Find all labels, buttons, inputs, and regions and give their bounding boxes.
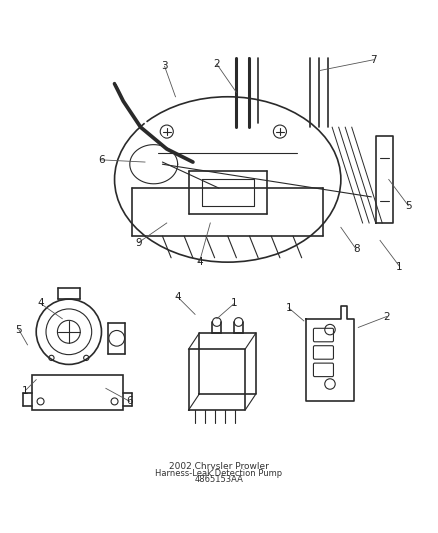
Text: 2: 2 — [383, 312, 390, 321]
Text: 2002 Chrysler Prowler: 2002 Chrysler Prowler — [169, 462, 269, 471]
Text: 4: 4 — [174, 292, 181, 302]
Text: 5: 5 — [405, 200, 412, 211]
Text: 6: 6 — [98, 155, 105, 165]
Text: 1: 1 — [285, 303, 292, 313]
Text: Harness-Leak Detection Pump: Harness-Leak Detection Pump — [155, 469, 283, 478]
Text: 2: 2 — [213, 59, 220, 69]
Text: 4: 4 — [196, 257, 203, 267]
Text: 4: 4 — [37, 298, 44, 309]
Text: 3: 3 — [161, 61, 168, 71]
Text: 1: 1 — [231, 298, 237, 309]
Text: 4865153AA: 4865153AA — [194, 475, 244, 484]
Text: 5: 5 — [15, 325, 22, 335]
Text: 7: 7 — [370, 55, 377, 65]
Text: 6: 6 — [127, 397, 133, 407]
Text: 8: 8 — [353, 244, 360, 254]
Text: 1: 1 — [396, 262, 403, 271]
Text: 9: 9 — [135, 238, 142, 247]
Text: 1: 1 — [22, 385, 28, 395]
